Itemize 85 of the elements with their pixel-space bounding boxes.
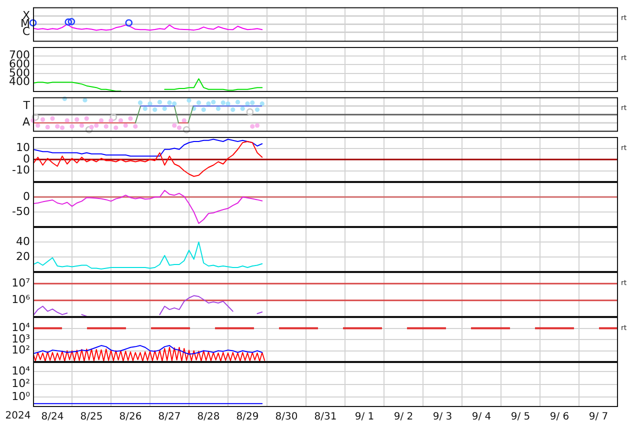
point <box>230 107 236 112</box>
point <box>220 100 226 106</box>
point <box>142 106 148 111</box>
point <box>60 125 65 130</box>
point <box>114 125 118 130</box>
point <box>211 100 216 104</box>
point <box>196 100 202 106</box>
y-tick-label: 400 <box>9 75 30 88</box>
point <box>79 123 84 128</box>
point <box>152 107 158 112</box>
point <box>157 100 162 104</box>
point <box>108 118 114 123</box>
x-tick-label: 9/ 1 <box>354 412 374 423</box>
point <box>64 118 70 123</box>
x-tick-label: 9/ 6 <box>550 412 570 423</box>
x-tick-label: 9/ 5 <box>510 412 530 423</box>
point <box>235 100 240 104</box>
y-tick-label: 40 <box>16 234 30 248</box>
point <box>138 100 143 106</box>
point <box>133 124 138 129</box>
x-tick-label: 9/ 3 <box>432 412 452 423</box>
point <box>186 98 192 103</box>
point <box>98 118 104 123</box>
point <box>167 100 172 106</box>
point <box>182 118 186 123</box>
point <box>84 116 89 121</box>
point <box>240 106 245 111</box>
ref-line-label: T <box>22 98 30 112</box>
point <box>176 125 182 130</box>
point <box>74 117 80 122</box>
point <box>254 123 260 128</box>
point <box>128 116 133 121</box>
x-tick-label: 9/ 2 <box>394 412 414 423</box>
x-tick-label: 8/27 <box>158 412 181 423</box>
y-tick-label: 10² <box>12 344 30 357</box>
point <box>123 123 128 128</box>
point <box>250 100 255 106</box>
x-tick-label: 8/24 <box>41 412 64 423</box>
y-tick-label: 10² <box>12 377 30 390</box>
x-tick-label: 9/ 7 <box>588 412 608 423</box>
point <box>110 114 118 121</box>
x-tick-label: 8/26 <box>119 412 142 423</box>
point <box>82 98 88 102</box>
point <box>250 124 255 129</box>
point <box>172 101 177 106</box>
y-tick-label: 10⁶ <box>12 293 31 306</box>
point <box>254 107 260 112</box>
point <box>85 126 93 134</box>
point <box>70 124 74 129</box>
y-tick-label: 10 <box>16 141 30 154</box>
point <box>201 107 206 112</box>
x-tick-label: 8/29 <box>236 412 259 423</box>
y-tick-label: 10³ <box>12 332 30 346</box>
x-tick-label: 9/ 4 <box>472 412 492 423</box>
point <box>260 101 264 106</box>
point <box>89 124 94 130</box>
point <box>182 126 190 134</box>
y-tick-label: -10 <box>12 164 30 177</box>
ref-line-label: A <box>22 116 30 129</box>
y-tick-label: 10⁴ <box>12 321 31 334</box>
point <box>216 106 221 111</box>
point <box>246 108 254 116</box>
point <box>45 124 50 130</box>
x-tick-label: 8/28 <box>197 412 220 423</box>
point <box>172 123 177 128</box>
point <box>50 116 55 121</box>
y-tick-label: 20 <box>16 250 30 263</box>
point <box>36 123 40 128</box>
point <box>94 123 99 128</box>
y-tick-label: 0 <box>23 190 30 203</box>
y-tick-label: -50 <box>12 204 30 218</box>
point <box>118 118 124 123</box>
x-tick-label: 8/30 <box>275 412 298 423</box>
point <box>55 124 60 129</box>
point <box>32 114 40 121</box>
y-tick-label: 0 <box>23 152 30 166</box>
x-tick-label: 8/31 <box>314 412 337 423</box>
point <box>104 124 108 129</box>
x-tick-label: 8/25 <box>80 412 103 423</box>
y-tick-label: 10⁰ <box>12 390 31 404</box>
x-axis-title: 2024 <box>5 410 31 422</box>
point <box>40 117 46 122</box>
y-tick-label: 10⁴ <box>12 364 31 378</box>
point <box>162 106 167 111</box>
y-tick-label: 10⁷ <box>12 276 30 290</box>
